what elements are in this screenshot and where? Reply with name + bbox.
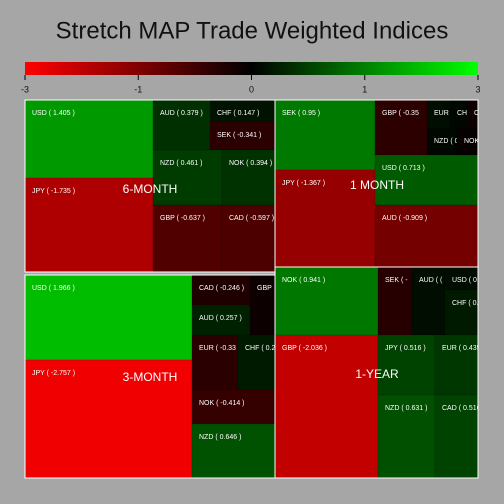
tile-label: USD ( 1.405 ): [32, 110, 75, 117]
tile-label: AUD ( -0.909 ): [382, 215, 427, 222]
tile: [411, 266, 446, 336]
tile: [191, 304, 251, 336]
tile-label: NOK ( 0.941 ): [282, 277, 325, 284]
tile-label: EUR ( 0.435: [442, 345, 481, 352]
tile-label: JPY ( -2.757 ): [32, 370, 75, 377]
tile-label: NOK: [464, 138, 480, 145]
tile: [274, 334, 379, 479]
colorbar-tick-label: -3: [21, 84, 29, 94]
tile: [191, 389, 276, 425]
tile: [377, 266, 413, 336]
tile-label: USD ( 1.966 ): [32, 285, 75, 292]
tile-label: AUD ( 0.379 ): [160, 110, 203, 117]
tile-label: AUD ( 0.257 ): [199, 315, 242, 322]
tile-label: CHF ( 0.2: [245, 345, 275, 352]
tile-label: USD ( 0: [452, 277, 477, 284]
tile-label: CHF ( 0.: [452, 300, 479, 307]
tile: [377, 334, 436, 396]
tile-label: SEK ( 0.95 ): [282, 110, 320, 117]
colorbar: [25, 62, 478, 75]
tile: [374, 154, 479, 206]
colorbar-tick-label: -1: [134, 84, 142, 94]
tile: [426, 127, 458, 156]
tile-label: USD ( 0.713 ): [382, 165, 425, 172]
tile: [274, 99, 376, 171]
tile-label: NZD ( 0.646 ): [199, 434, 241, 441]
tile-label: CHF ( 0.147 ): [217, 110, 259, 117]
colorbar-tick-label: 3: [475, 84, 480, 94]
tile-label: JPY ( -1.367 ): [282, 180, 325, 187]
tile: [274, 266, 379, 336]
tile: [377, 394, 436, 479]
tile-label: NZD ( 0.631 ): [385, 405, 427, 412]
tile: [191, 334, 239, 391]
tile-label: JPY ( 0.516 ): [385, 345, 426, 352]
tile-label: SEK ( -0.341 ): [217, 132, 261, 139]
tile-label: NZD ( 0.461 ): [160, 160, 202, 167]
tile: [249, 274, 276, 336]
tile: [152, 99, 211, 151]
tile-label: SEK ( -: [385, 277, 408, 284]
tile: [374, 204, 479, 268]
tile-label: GBP ( -0.637 ): [160, 215, 205, 222]
tile-label: GBP: [257, 285, 272, 292]
tile-label: GBP ( -2.036 ): [282, 345, 327, 352]
tile-label: CA: [474, 110, 484, 117]
tile-label: CH: [457, 110, 467, 117]
group-label: 6-MONTH: [123, 182, 178, 196]
tile: [191, 423, 276, 479]
tile: [24, 99, 154, 179]
tile: [374, 99, 428, 156]
tile: [444, 289, 479, 336]
group-label: 3-MONTH: [123, 370, 178, 384]
tile-label: EUR: [434, 110, 449, 117]
tile: [434, 394, 479, 479]
group-label: 1-YEAR: [355, 367, 399, 381]
group-label: 1 MONTH: [350, 178, 404, 192]
tile-label: CAD ( -0.246 ): [199, 285, 244, 292]
chart-title: Stretch MAP Trade Weighted Indices: [56, 17, 449, 44]
tile: [434, 334, 479, 396]
tile-label: CAD ( 0.516: [442, 405, 481, 412]
tile-label: NZD ( 0: [434, 138, 459, 145]
tile: [152, 149, 223, 206]
tile-label: AUD ( (: [419, 277, 443, 284]
tile: [237, 334, 276, 391]
tile-label: EUR ( -0.33: [199, 345, 236, 352]
colorbar-tick-label: 0: [249, 84, 254, 94]
tile-label: NOK ( -0.414 ): [199, 400, 245, 407]
colorbar-tick-label: 1: [362, 84, 367, 94]
group-border: [274, 266, 479, 479]
tile: [221, 149, 276, 206]
tile: [24, 359, 193, 479]
tile-label: GBP ( -0.35: [382, 110, 419, 117]
tile-label: JPY ( -1.735 ): [32, 188, 75, 195]
tile-label: CAD ( -0.597 ): [229, 215, 274, 222]
tile-label: NOK ( 0.394 ): [229, 160, 272, 167]
